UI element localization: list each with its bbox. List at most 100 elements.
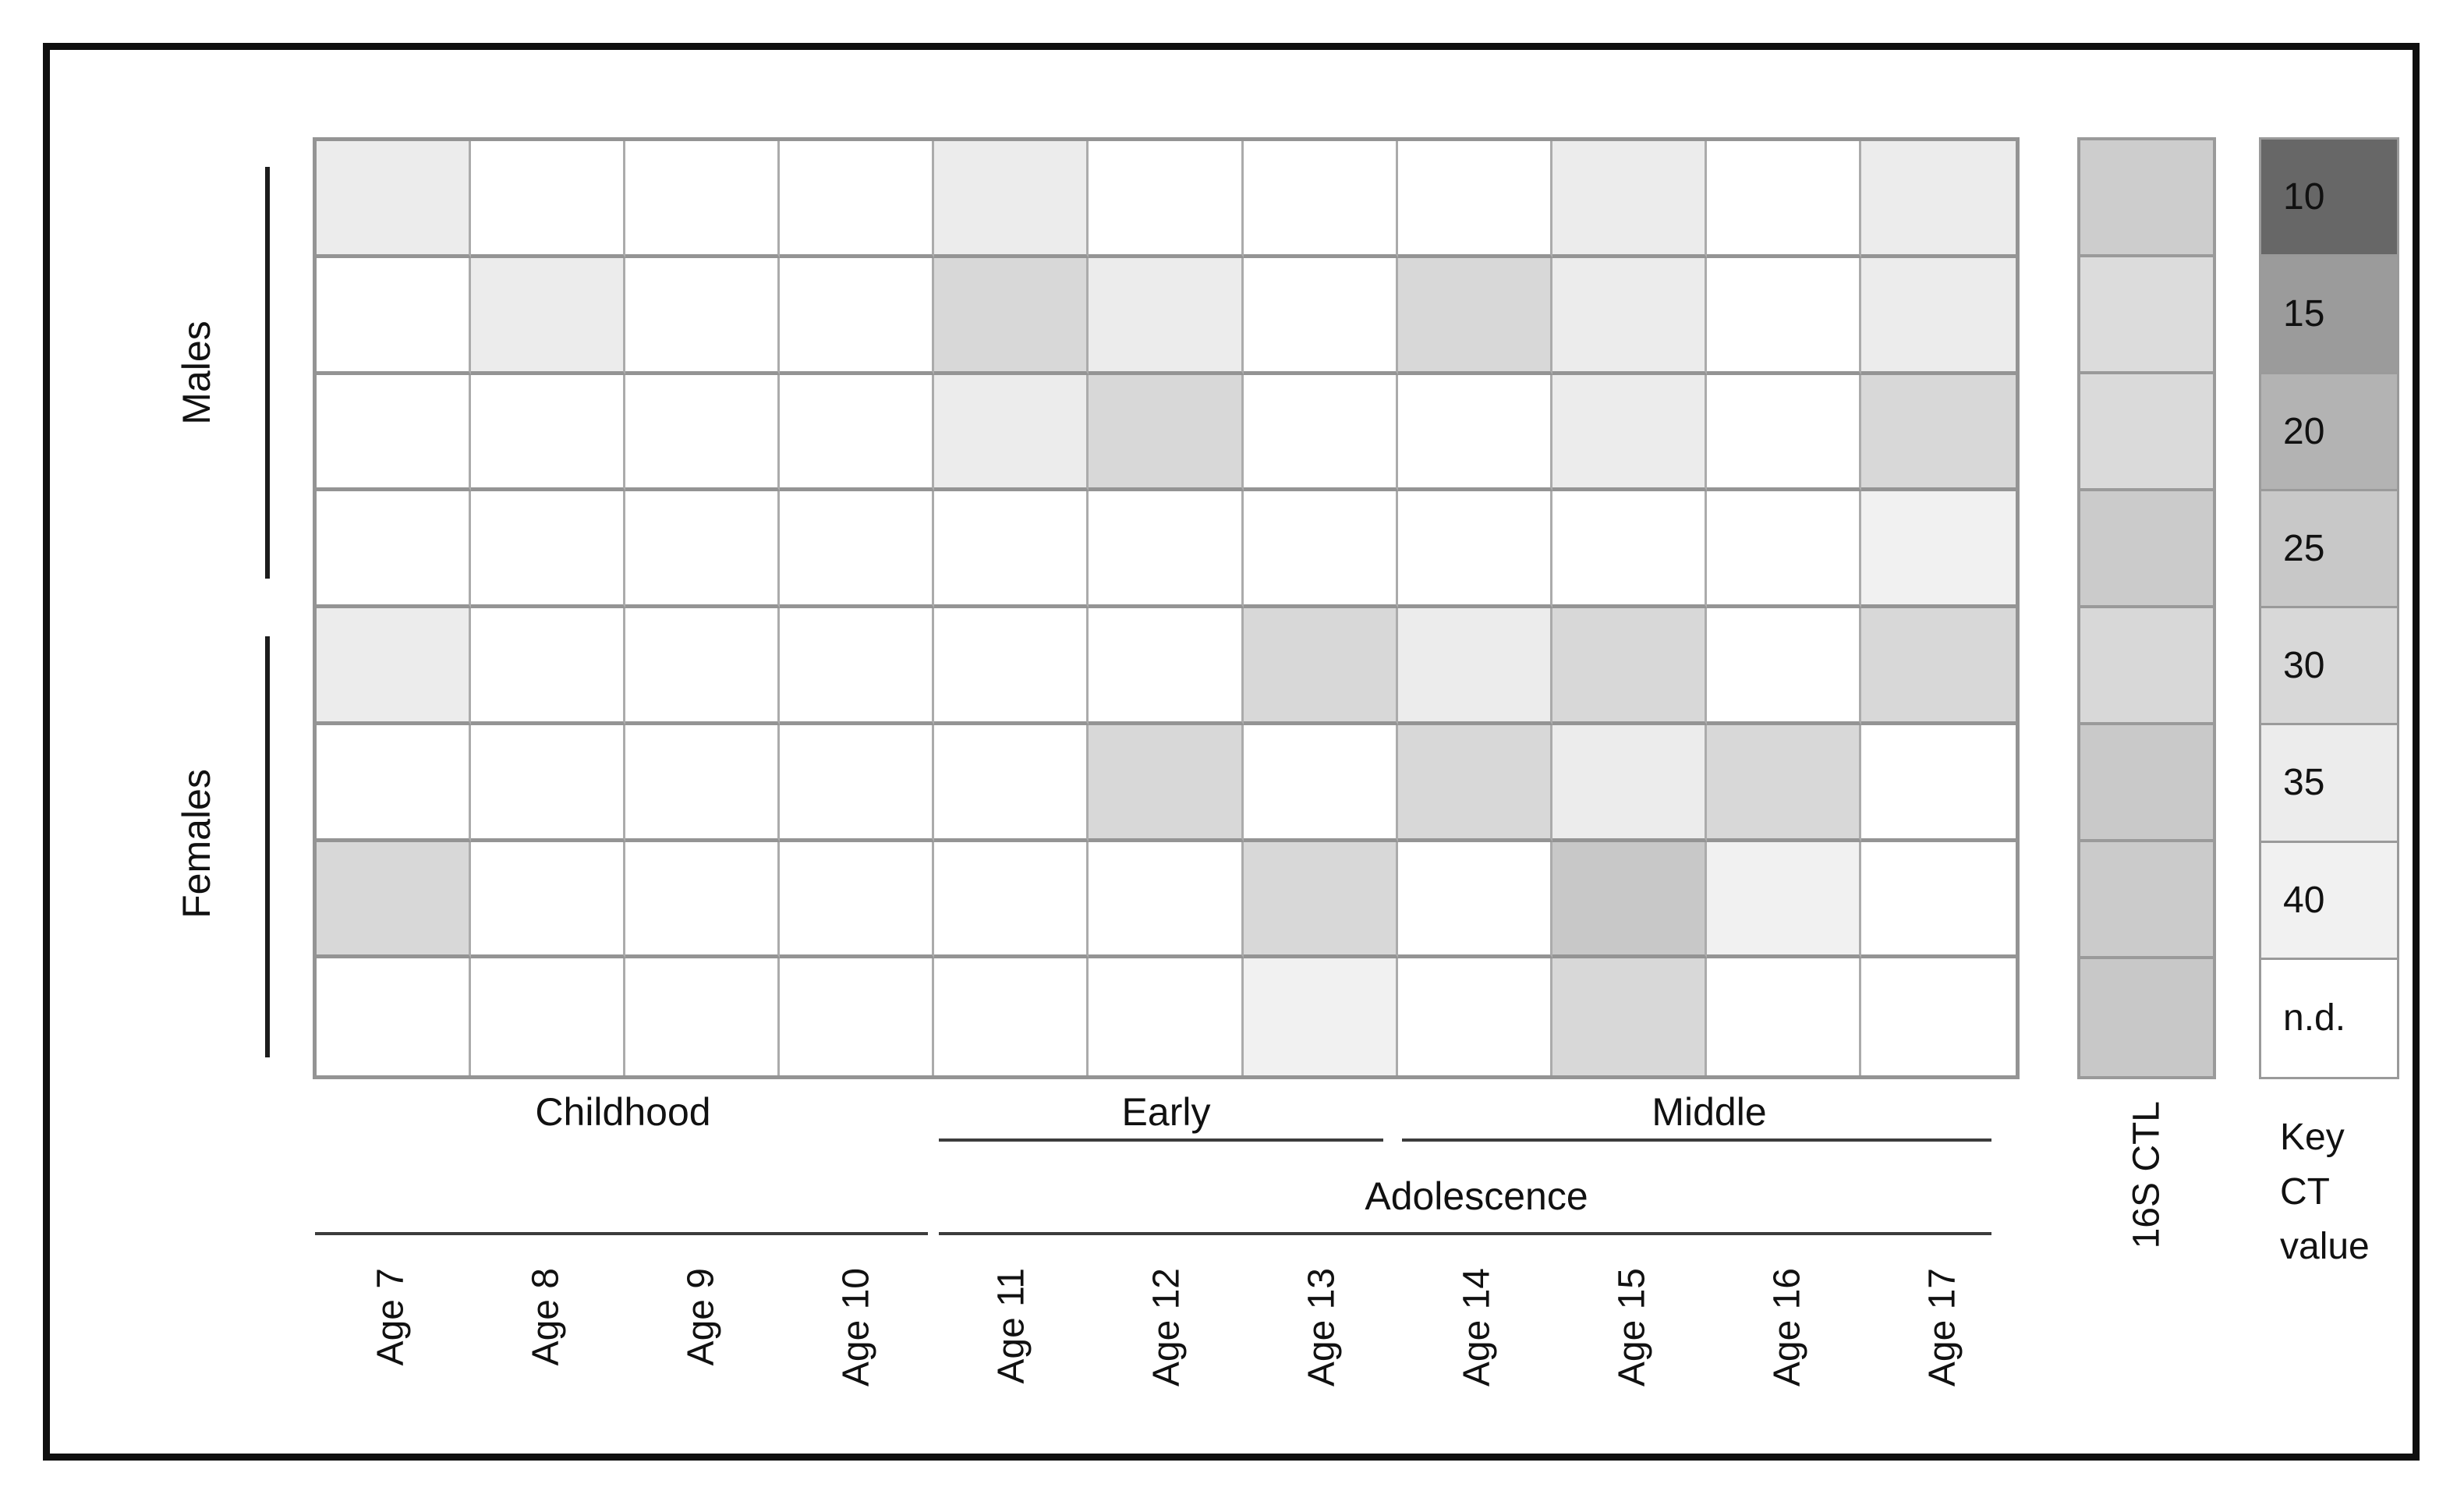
heatmap-cell [1397,958,1552,1075]
heatmap-cell [625,491,781,608]
heatmap-cell [1706,841,1861,959]
key-cell: 30 [2261,608,2397,726]
heatmap-cell [1243,491,1398,608]
ctl-column [2077,137,2216,1079]
heatmap-cell [1860,374,2016,492]
heatmap-cell [934,958,1089,1075]
heatmap-cell [471,958,626,1075]
heatmap-cell [780,724,935,842]
ctl-cell [2080,608,2213,725]
heatmap-cell [1243,257,1398,375]
ctl-cell [2080,842,2213,959]
key-legend-column: 10 15 20 25 30 35 40 n.d. [2259,137,2399,1079]
heatmap-cell [1706,374,1861,492]
key-cell-label: n.d. [2283,997,2346,1039]
key-title: Key CT value [2280,1110,2370,1274]
heatmap-cell [317,491,472,608]
heatmap-cell [317,141,472,258]
age-label: Age 10 [835,1268,876,1387]
stage-label-adolescence: Adolescence [1365,1174,1588,1218]
heatmap-cell [471,608,626,725]
key-cell: 15 [2261,257,2397,374]
figure-frame: Males Females 10 15 20 25 30 35 40 n.d. Childho… [43,43,2420,1461]
heatmap-cell [780,958,935,1075]
heatmap-cell [471,257,626,375]
heatmap-cell [625,958,781,1075]
heatmap-cell [934,724,1089,842]
heatmap-cell [934,141,1089,258]
heatmap-cell [1552,491,1707,608]
heatmap-cell [1860,841,2016,959]
heatmap-cell [1860,608,2016,725]
heatmap-cell [1706,958,1861,1075]
heatmap-cell [1397,491,1552,608]
heatmap-cell [625,608,781,725]
heatmap-cell [1397,841,1552,959]
heatmap-grid [313,137,2020,1079]
key-cell: 25 [2261,490,2397,608]
key-cell: 35 [2261,725,2397,843]
stage-label-middle: Middle [1652,1090,1767,1134]
heatmap-cell [1706,608,1861,725]
heatmap-cell [1552,958,1707,1075]
heatmap-cell [1243,958,1398,1075]
heatmap-cell [1397,257,1552,375]
key-title-line: CT [2280,1171,2330,1213]
heatmap-cell [1089,841,1244,959]
ctl-cell [2080,140,2213,257]
heatmap-cell [1706,491,1861,608]
heatmap-cell [625,257,781,375]
key-cell: n.d. [2261,959,2397,1077]
heatmap-cell [1706,724,1861,842]
heatmap-cell [1552,141,1707,258]
heatmap-cell [317,257,472,375]
heatmap-cell [1860,257,2016,375]
heatmap-cell [780,841,935,959]
key-cell-label: 35 [2283,762,2325,804]
heatmap-cell [1706,141,1861,258]
heatmap-cell [1706,257,1861,375]
heatmap-cell [1243,841,1398,959]
ctl-cell [2080,374,2213,491]
heatmap-cell [1397,724,1552,842]
heatmap-cell [317,958,472,1075]
heatmap-cell [1089,374,1244,492]
heatmap-cell [1860,491,2016,608]
heatmap-cell [625,374,781,492]
middle-underline [1402,1138,1991,1142]
heatmap-cell [1397,608,1552,725]
heatmap-cell [780,141,935,258]
heatmap-cell [625,841,781,959]
key-cell: 10 [2261,140,2397,257]
heatmap-cell [780,491,935,608]
heatmap-cell [471,491,626,608]
stage-label-early: Early [1121,1090,1211,1134]
key-cell: 20 [2261,374,2397,491]
heatmap-cell [471,141,626,258]
age-label: Age 8 [525,1268,566,1366]
row-group-label-females: Females [175,769,218,919]
ctl-column-label: 16S CTL [2126,1101,2168,1249]
age-label: Age 12 [1145,1268,1187,1387]
heatmap-cell [1860,141,2016,258]
heatmap-cell [1397,141,1552,258]
heatmap-cell [1552,841,1707,959]
age-label: Age 7 [370,1268,411,1366]
heatmap-cell [317,374,472,492]
heatmap-cell [1089,257,1244,375]
age-label: Age 14 [1456,1268,1497,1387]
heatmap-cell [471,841,626,959]
stage-label-childhood: Childhood [535,1090,711,1134]
age-label: Age 15 [1611,1268,1652,1387]
key-cell-label: 25 [2283,527,2325,569]
heatmap-cell [1089,608,1244,725]
heatmap-cell [1552,257,1707,375]
heatmap-cell [1089,141,1244,258]
key-cell-label: 30 [2283,645,2325,687]
age-label: Age 17 [1921,1268,1963,1387]
heatmap-cell [934,374,1089,492]
key-cell-label: 20 [2283,410,2325,452]
age-label: Age 11 [990,1268,1032,1384]
heatmap-cell [1397,374,1552,492]
heatmap-cell [1243,724,1398,842]
